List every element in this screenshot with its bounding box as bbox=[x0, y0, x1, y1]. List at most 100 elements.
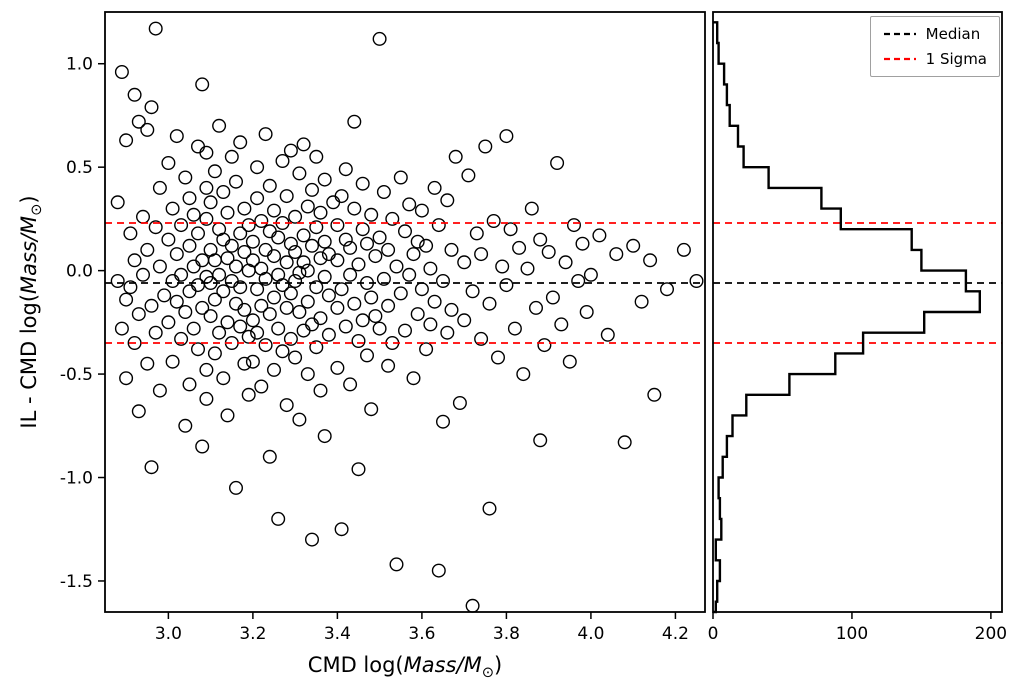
data-point bbox=[174, 218, 189, 233]
data-point bbox=[169, 247, 184, 262]
data-point bbox=[558, 255, 573, 270]
data-point bbox=[131, 114, 146, 129]
data-point bbox=[550, 155, 565, 170]
data-point bbox=[503, 222, 518, 237]
legend-line-sample bbox=[883, 32, 916, 36]
histogram-step bbox=[713, 21, 981, 614]
data-point bbox=[393, 286, 408, 301]
data-point bbox=[283, 286, 298, 301]
data-point bbox=[423, 317, 438, 332]
data-point bbox=[300, 263, 315, 278]
data-point bbox=[482, 296, 497, 311]
x-tick-label: 4.0 bbox=[577, 624, 604, 644]
data-point bbox=[499, 129, 514, 144]
data-point bbox=[174, 331, 189, 346]
data-point bbox=[562, 354, 577, 369]
data-point bbox=[626, 238, 641, 253]
y-tick-label: 1.0 bbox=[66, 55, 93, 75]
data-point bbox=[190, 226, 205, 241]
data-point bbox=[195, 77, 210, 92]
data-point bbox=[182, 377, 197, 392]
data-point bbox=[512, 240, 527, 255]
data-point bbox=[144, 100, 159, 115]
data-point bbox=[368, 249, 383, 264]
data-point bbox=[207, 253, 222, 268]
data-point bbox=[689, 274, 704, 289]
data-point bbox=[419, 238, 434, 253]
data-point bbox=[507, 321, 522, 336]
data-point bbox=[250, 325, 265, 340]
data-point bbox=[275, 278, 290, 293]
data-point bbox=[178, 305, 193, 320]
data-point bbox=[372, 230, 387, 245]
data-point bbox=[330, 218, 345, 233]
legend-line-sample bbox=[883, 57, 916, 61]
data-point bbox=[389, 259, 404, 274]
data-point bbox=[334, 282, 349, 297]
data-point bbox=[419, 342, 434, 357]
data-point bbox=[647, 387, 662, 402]
data-point bbox=[195, 439, 210, 454]
data-point bbox=[533, 232, 548, 247]
data-point bbox=[271, 511, 286, 526]
data-point bbox=[292, 166, 307, 181]
data-point bbox=[385, 211, 400, 226]
data-point bbox=[212, 267, 227, 282]
data-point bbox=[351, 257, 366, 272]
data-point bbox=[178, 170, 193, 185]
data-point bbox=[127, 253, 142, 268]
data-point bbox=[440, 193, 455, 208]
data-point bbox=[233, 226, 248, 241]
data-point bbox=[237, 302, 252, 317]
data-point bbox=[309, 220, 324, 235]
data-point bbox=[267, 362, 282, 377]
legend-label: 1 Sigma bbox=[925, 50, 987, 68]
data-point bbox=[110, 274, 125, 289]
data-point bbox=[600, 327, 615, 342]
data-point bbox=[343, 267, 358, 282]
data-point bbox=[537, 338, 552, 353]
data-point bbox=[258, 127, 273, 142]
x-tick-label: 3.8 bbox=[493, 624, 520, 644]
data-point bbox=[520, 261, 535, 276]
data-point bbox=[140, 122, 155, 137]
data-point bbox=[271, 321, 286, 336]
data-point bbox=[182, 284, 197, 299]
x-axis-label-pre: CMD log( bbox=[307, 653, 404, 677]
data-point bbox=[305, 238, 320, 253]
data-point bbox=[296, 255, 311, 270]
data-point bbox=[144, 460, 159, 475]
data-point bbox=[110, 195, 125, 210]
data-point bbox=[152, 259, 167, 274]
x-axis-label-post: ) bbox=[494, 653, 503, 677]
data-point bbox=[190, 139, 205, 154]
data-point bbox=[262, 449, 277, 464]
data-point bbox=[554, 317, 569, 332]
data-point bbox=[533, 433, 548, 448]
data-point bbox=[224, 149, 239, 164]
data-point bbox=[393, 170, 408, 185]
data-point bbox=[220, 315, 235, 330]
data-point bbox=[262, 224, 277, 239]
data-point bbox=[174, 267, 189, 282]
data-point bbox=[406, 247, 421, 262]
data-point bbox=[254, 379, 269, 394]
data-point bbox=[317, 234, 332, 249]
data-point bbox=[216, 184, 231, 199]
data-point bbox=[267, 290, 282, 305]
data-point bbox=[634, 294, 649, 309]
data-point bbox=[288, 209, 303, 224]
legend-item-median: Median bbox=[883, 25, 987, 43]
data-point bbox=[135, 267, 150, 282]
data-point bbox=[165, 201, 180, 216]
data-point bbox=[161, 315, 176, 330]
data-point bbox=[317, 172, 332, 187]
data-point bbox=[305, 317, 320, 332]
data-point bbox=[469, 226, 484, 241]
data-point bbox=[313, 383, 328, 398]
data-point bbox=[119, 371, 134, 386]
data-point bbox=[148, 325, 163, 340]
data-point bbox=[254, 213, 269, 228]
hist-x-tick-label: 100 bbox=[836, 624, 868, 644]
